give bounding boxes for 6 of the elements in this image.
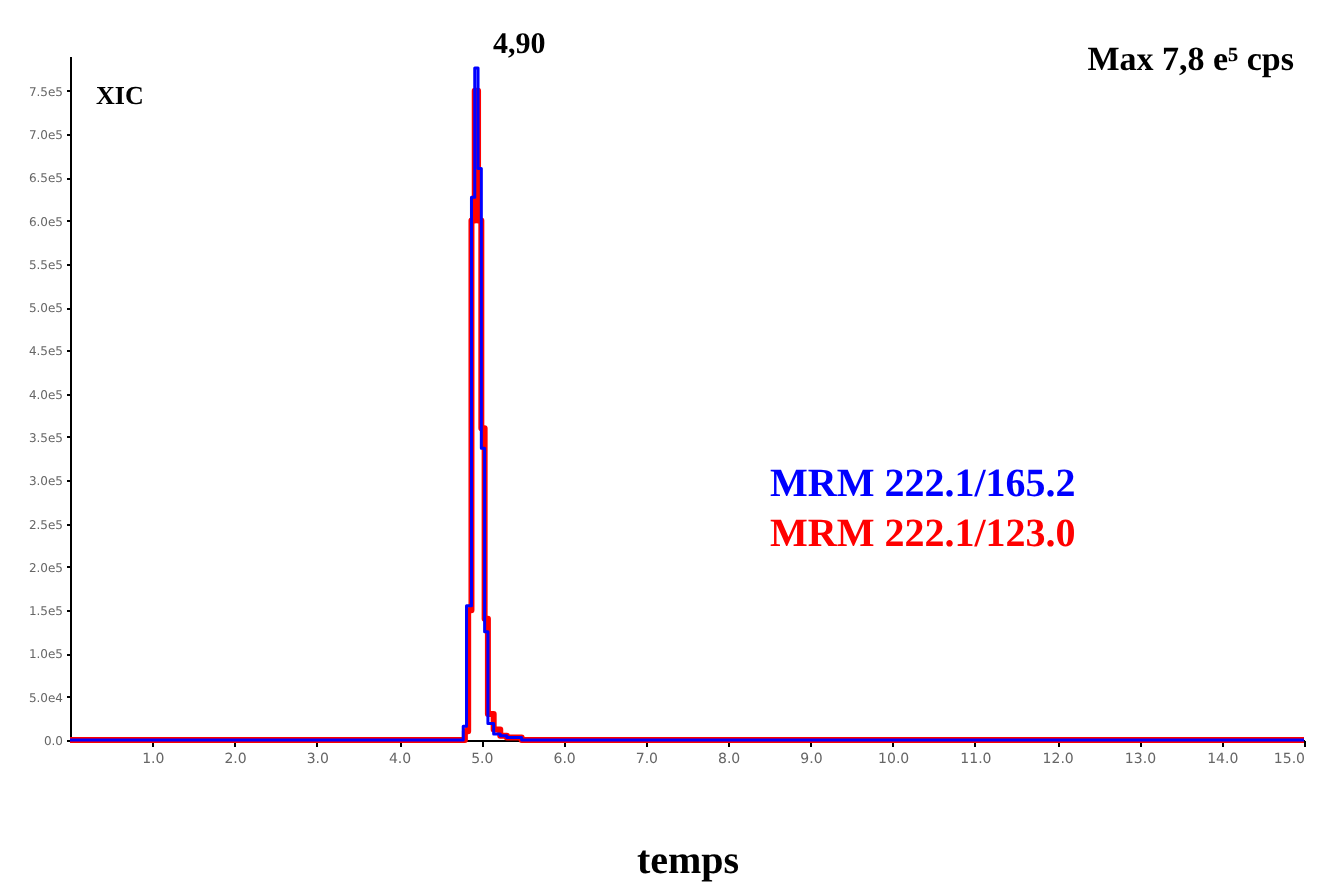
- annotation: Max 7,8 e⁵ cps: [1087, 40, 1295, 78]
- text: MRM 222.1/123.0: [770, 512, 1076, 556]
- annotation: XIC: [96, 80, 144, 110]
- text: MRM 222.1/165.2: [770, 462, 1076, 506]
- annotation: 4,90: [493, 28, 546, 61]
- x-axis-title: temps: [636, 839, 740, 882]
